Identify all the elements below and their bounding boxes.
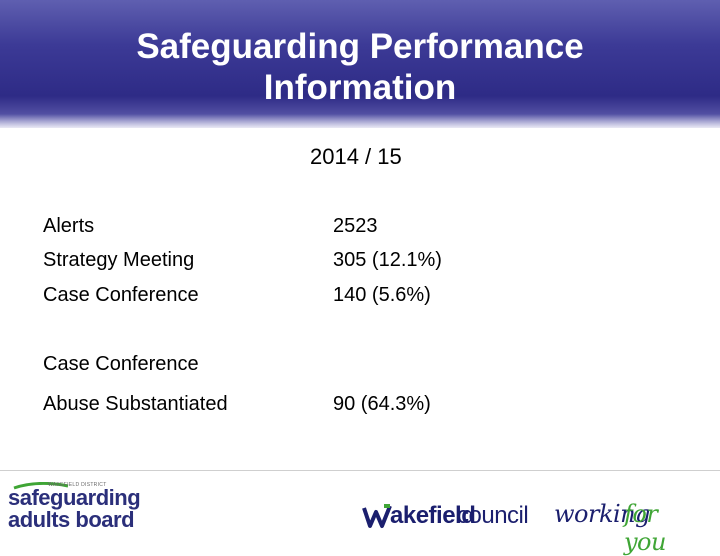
swoosh-icon <box>13 482 69 490</box>
logo-for-you-text: for you <box>624 500 666 556</box>
row-label-strategy-meeting: Strategy Meeting <box>43 249 195 271</box>
period-heading: 2014 / 15 <box>310 144 402 169</box>
logo-wakefield-text: akefield <box>390 502 476 529</box>
row-value-alerts: 2523 <box>333 215 378 237</box>
wakefield-council-logo: akefield council working for you <box>362 496 692 556</box>
wakefield-w-icon <box>362 504 392 528</box>
logo-council-text: council <box>457 502 529 529</box>
logo-working-text: working <box>554 500 651 528</box>
logo-line1: safeguarding <box>8 485 141 510</box>
safeguarding-adults-board-logo: WAKEFIELD DISTRICT safeguarding adults b… <box>8 482 158 532</box>
logo-line2: adults board <box>8 507 135 532</box>
row-label-alerts: Alerts <box>43 215 95 237</box>
row-label-abuse-substantiated: Abuse Substantiated <box>43 393 228 415</box>
row-value-abuse-substantiated: 90 (64.3%) <box>333 393 431 415</box>
slide-title: Safeguarding Performance Information <box>0 26 720 108</box>
row-value-strategy-meeting: 305 (12.1%) <box>333 249 442 271</box>
row-value-case-conference: 140 (5.6%) <box>333 284 431 306</box>
footer-divider <box>0 470 720 471</box>
slide-title-line1: Safeguarding Performance <box>136 27 584 66</box>
case-conference-heading: Case Conference <box>43 353 199 375</box>
title-banner: Safeguarding Performance Information <box>0 0 720 128</box>
row-label-case-conference: Case Conference <box>43 284 199 306</box>
logo-small-text: WAKEFIELD DISTRICT <box>48 482 107 488</box>
slide-title-line2: Information <box>263 68 457 107</box>
